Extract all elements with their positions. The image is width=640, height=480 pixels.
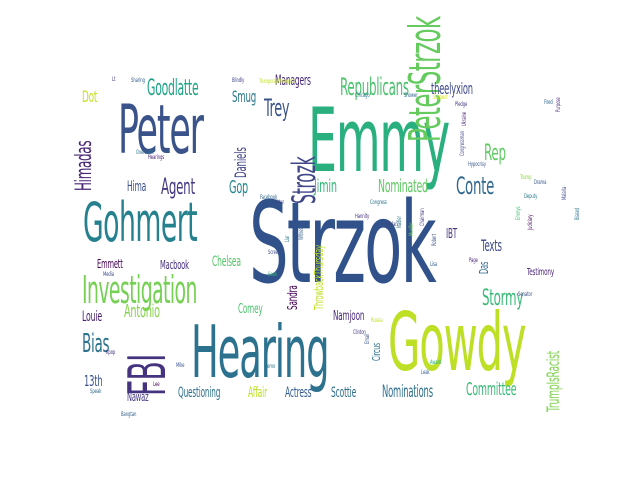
word-actress: Actress [285,385,312,401]
word-affair: Affair [248,385,268,401]
word-leak: Leak [421,369,430,376]
word-scottie: Scottie [331,385,357,401]
word-page: Page [469,257,478,264]
word-comey: Comey [238,302,263,317]
word-conte: Conte [456,172,495,200]
word-award: Award [430,359,442,366]
word-nominations: Nominations [382,382,433,402]
word-biased: Biased [574,207,581,220]
word-deputy: Deputy [524,193,538,200]
word-louie: Louie [82,309,103,325]
word-mueller: Mueller [408,222,415,236]
word-fired: Fired [544,99,553,106]
word-lisa: Lisa [430,261,438,268]
word-theelyxion: theelyxion [431,79,473,98]
word-emmy: Emmy [308,89,450,192]
word-hearings: Hearings [148,154,165,161]
word-hypocrisy: Hypocrisy [468,161,486,168]
word-managers: Managers [275,73,311,89]
word-strzok: Strzok [249,179,437,309]
word-congress: Congress [370,199,387,206]
word-throwbackthursday: ThrowbackThursday [312,245,326,310]
word-jimin: Jimin [314,176,337,197]
word-hannity: Hannity [355,213,370,220]
word-robert: Robert [431,233,438,246]
word-gop: Gop [229,177,249,198]
word-email: Email [364,333,371,344]
word-emmett: Emmett [97,257,123,271]
word-senator: Senator [518,291,533,298]
word-emmys: Emmys [515,206,522,220]
word-committee: Committee [466,379,517,400]
word-antonio: Antonio [124,301,160,322]
word-agent: Agent [161,175,195,200]
word-namjoon: Namjoon [333,309,365,324]
word-drama: Drama [534,179,547,186]
word-sandra: Sandra [286,285,301,310]
word-judiciary: Judiciary [527,214,534,230]
word-chelsea: Chelsea [212,254,241,270]
word-daniels: Daniels [231,147,250,178]
word-hima: Hima [127,179,147,195]
word-malaria: Malaria [561,186,568,200]
word-rep: Rep [484,141,506,166]
word-investigation: Investigation [82,268,197,312]
word-memo: Memo [264,363,276,370]
word-dot: Dot [82,87,98,106]
word-suspect: Suspect [433,94,448,101]
word-oversight: Oversight [136,149,154,156]
word-mike: Mike [176,362,185,369]
word-chicago: Chicago [355,92,370,99]
word-pledge: Pledge [455,101,468,108]
word-congressman: Congressman [459,131,466,156]
word-bias: Bias [82,329,110,359]
word-nominated: Nominated [378,176,428,197]
word-texts: Texts [481,236,502,255]
word-macbook: Macbook [160,258,189,272]
word-media: Media [103,271,114,278]
word-twitter: Twitter [272,199,285,206]
word-screen: Screen [268,249,281,256]
word-smug: Smug [232,87,257,106]
word-liar: Liar [284,235,291,242]
word-testimony: Testimony [527,267,554,278]
word-13th: 13th [84,372,103,390]
word-lt: Lt [112,76,116,83]
word-trumpisracist: TrumpIsRacist [544,350,564,412]
word-himadas: Himadas [72,140,97,191]
word-circus: Circus [370,342,383,361]
word-hearing: Hearing [191,310,330,394]
word-trump: Trump [520,174,532,181]
word-sean: Sean [268,271,278,278]
word-nadler: Nadler [396,216,403,228]
word-goodlatte: Goodlatte [147,76,199,101]
word-questioning: Questioning [178,385,221,401]
word-trumpcrapthoughts: Trumpcrapthoughts [259,78,295,85]
word-purpose: Purpose [555,97,562,112]
word-sharing: Sharing [131,77,145,84]
word-nawaz: Nawaz [127,390,149,404]
word-jordan: Jordan [386,221,398,228]
word-russia: Russia [371,317,383,324]
word-ukraine: Ukraine [461,111,468,126]
word-shower: Shower [404,92,418,99]
word-chairman: Chairman [419,208,426,226]
word-lee: Lee [153,381,160,388]
word-das: Das [477,261,491,274]
word-ibt: IBT [446,227,458,242]
word-speak: Speak [90,388,102,395]
word-peter: Peter [118,91,204,170]
word-gowdy: Gowdy [388,296,527,389]
word-clinton: Clinton [353,329,366,336]
word-trey: Trey [264,94,290,122]
word-kpop: Kpop [106,349,116,356]
word-republicans: Republicans [340,73,409,101]
word-gohmert: Gohmert [83,191,198,254]
word-witness: Witness [298,225,305,240]
word-facebook: Facebook [260,194,278,201]
word-stormy: Stormy [482,286,524,311]
word-bangtan: Bangtan [121,411,137,418]
word-blindly: Blindly [232,77,245,84]
